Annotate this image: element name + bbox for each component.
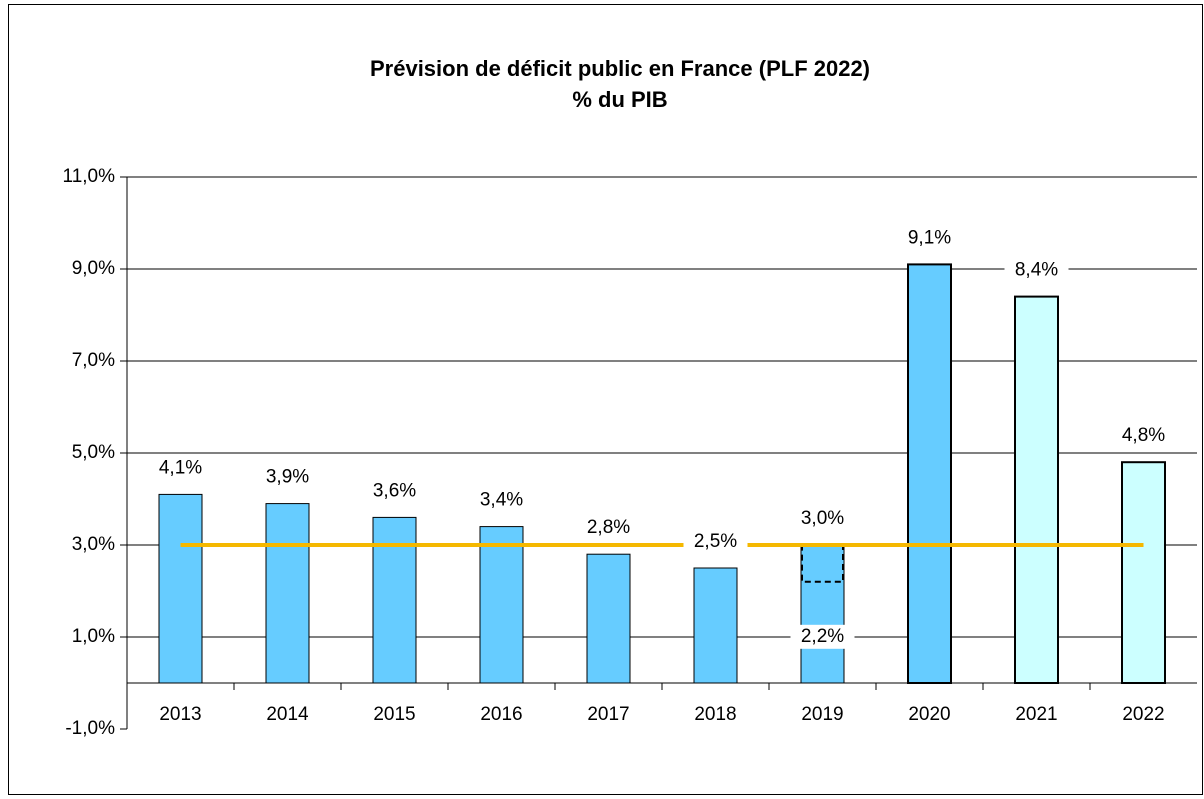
- data-label: 3,4%: [480, 490, 523, 511]
- bar: [479, 526, 524, 684]
- x-tick-label: 2016: [480, 704, 522, 725]
- data-label: 3,0%: [801, 508, 844, 529]
- bar: [1121, 461, 1166, 685]
- bar: [1014, 295, 1059, 684]
- bar: [586, 553, 631, 684]
- x-tick-label: 2017: [587, 704, 629, 725]
- data-label: 3,6%: [373, 480, 416, 501]
- data-label: 2,8%: [587, 517, 630, 538]
- chart-title: Prévision de déficit public en France (P…: [370, 56, 870, 81]
- x-tick-label: 2020: [908, 704, 950, 725]
- y-tick-label: 3,0%: [72, 534, 115, 555]
- y-tick-label: -1,0%: [65, 718, 115, 739]
- label-background: [683, 530, 748, 554]
- x-tick-label: 2014: [266, 704, 309, 725]
- y-tick-label: 7,0%: [72, 350, 115, 371]
- y-tick-label: 1,0%: [72, 626, 115, 647]
- label-background: [790, 624, 855, 649]
- data-label: 4,1%: [159, 457, 202, 478]
- bar: [158, 493, 203, 684]
- label-background: [576, 516, 641, 541]
- label-background: [1111, 424, 1176, 449]
- data-label: 2,2%: [801, 626, 844, 647]
- y-tick-label: 5,0%: [72, 442, 115, 463]
- x-tick-label: 2019: [801, 704, 843, 725]
- x-tick-label: 2013: [159, 704, 201, 725]
- bar: [372, 516, 417, 684]
- bar: [800, 544, 845, 684]
- label-background: [790, 507, 855, 531]
- data-label: 9,1%: [908, 227, 951, 248]
- x-tick-label: 2015: [373, 704, 415, 725]
- data-label: 8,4%: [1015, 260, 1058, 281]
- x-tick-label: 2022: [1122, 704, 1164, 725]
- label-background: [255, 465, 320, 490]
- chart-subtitle: % du PIB: [572, 87, 667, 112]
- data-label: 2,5%: [694, 531, 737, 552]
- label-background: [897, 226, 962, 251]
- y-tick-label: 11,0%: [63, 166, 116, 187]
- data-label: 4,8%: [1122, 425, 1165, 446]
- y-tick-label: 9,0%: [72, 258, 115, 279]
- bar: [693, 567, 738, 684]
- label-background: [469, 488, 534, 513]
- bar: [907, 263, 952, 684]
- data-label: 3,9%: [266, 467, 309, 488]
- label-background: [1004, 258, 1069, 283]
- x-tick-label: 2018: [694, 704, 736, 725]
- label-background: [148, 456, 213, 481]
- label-background: [362, 479, 427, 504]
- x-tick-label: 2021: [1015, 704, 1057, 725]
- bar: [265, 503, 310, 684]
